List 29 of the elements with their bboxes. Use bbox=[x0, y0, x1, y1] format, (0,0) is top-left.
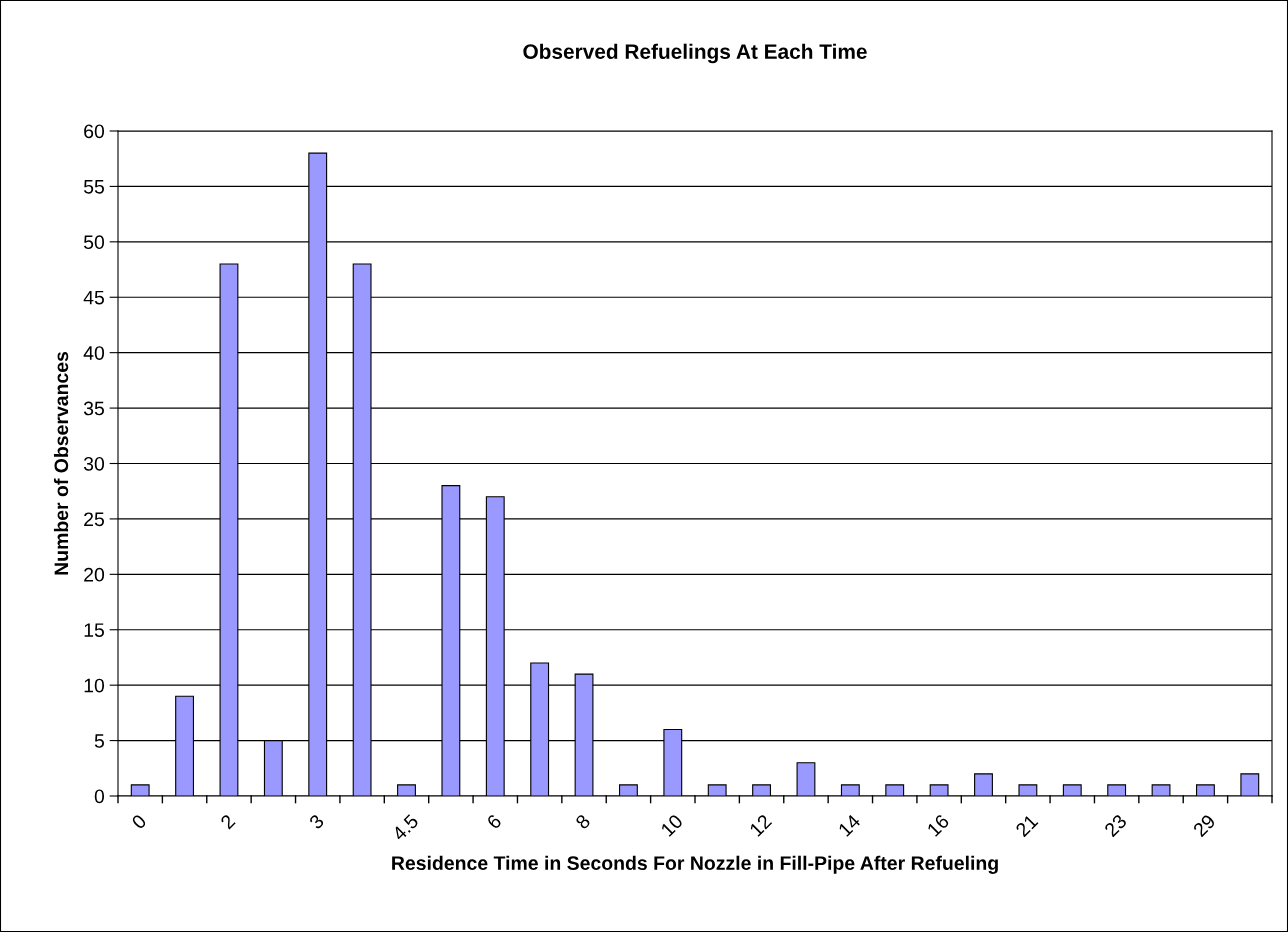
x-tick-label: 12 bbox=[748, 813, 773, 837]
y-tick-label: 55 bbox=[83, 180, 104, 194]
y-tick-label: 20 bbox=[84, 567, 105, 582]
x-tick-label: 4.5 bbox=[391, 813, 420, 842]
y-tick-label: 15 bbox=[84, 623, 104, 637]
y-tick-label: 40 bbox=[83, 346, 105, 360]
x-axis-title: Residence Time in Seconds For Nozzle in Fill-Pipe After Refueling bbox=[392, 855, 998, 874]
x-tick-label: 16 bbox=[926, 813, 950, 838]
y-tick-label: 45 bbox=[83, 290, 104, 305]
x-tick-label: 23 bbox=[1103, 813, 1128, 838]
y-tick-label: 0 bbox=[94, 789, 105, 804]
y-tick-label: 35 bbox=[83, 401, 104, 416]
x-tick-label: 10 bbox=[660, 813, 684, 838]
x-tick-label: 2 bbox=[219, 813, 236, 830]
y-tick-label: 30 bbox=[83, 456, 105, 471]
y-tick-label: 5 bbox=[94, 734, 104, 748]
y-tick-label: 60 bbox=[84, 124, 105, 139]
x-tick-label: 3 bbox=[308, 813, 325, 830]
x-tick-label: 29 bbox=[1192, 813, 1217, 838]
x-tick-label: 0 bbox=[130, 813, 148, 830]
x-tick-label: 21 bbox=[1014, 813, 1039, 838]
chart-title: Observed Refuelings At Each Time bbox=[523, 43, 867, 64]
x-tick-label: 8 bbox=[574, 813, 591, 830]
y-tick-label: 25 bbox=[84, 512, 104, 527]
x-tick-label: 6 bbox=[486, 813, 503, 830]
y-axis-title: Number of Observances bbox=[53, 351, 69, 575]
y-tick-label: 50 bbox=[83, 235, 105, 250]
x-tick-label: 14 bbox=[837, 813, 862, 837]
y-tick-label: 10 bbox=[84, 678, 105, 693]
